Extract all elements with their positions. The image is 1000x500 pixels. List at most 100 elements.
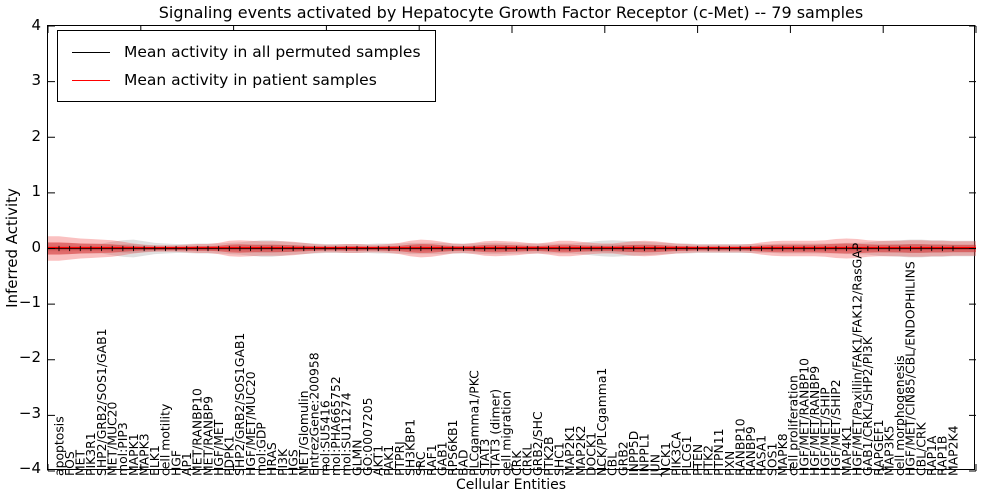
x-tick-label: mol:PIP3 [115,422,130,476]
y-tick-label: 0 [31,237,41,256]
x-tick-label: PLCG1 [679,435,694,476]
x-tick-label: STAT3 (dimer) [488,389,503,476]
x-tick-label: RANBP10 [732,418,747,476]
x-tick-label: mol:SU11274 [339,392,354,476]
x-tick-label: INPP5D [626,431,641,476]
x-tick-label: PAK1 [381,445,396,476]
plot-canvas: apoptosisFOSMETPIK3R1SHP2/GRB2/SOS1/GAB1… [47,25,977,477]
x-tick-label: GRB2/SHC [530,411,545,476]
x-tick-label: MAP2K4 [945,425,960,476]
x-tick-label: RASA1 [754,435,769,476]
x-tick-label: SHP2/GRB2/SOS1GAB1 [232,333,247,476]
x-tick-label: STAT3 [477,439,492,476]
x-tick-label: HGS [285,449,300,476]
x-tick-label: MAPK1 [126,433,141,476]
x-tick-label: HGF/MET/SHIP2 [828,379,843,476]
x-tick-label: MET/RANBP10 [190,388,205,476]
x-tick-label: RPS6KB1 [445,420,460,476]
x-tick-label: cell morphogenesis [892,355,907,476]
x-tick-label: AKT1 [371,445,386,476]
y-tick-label: −1 [18,292,41,311]
x-tick-label: GAB1 [434,442,449,476]
x-tick-label: HGF/MET [211,419,226,476]
x-tick-label: MET/MUC20 [105,401,120,476]
legend-line-patient-icon [72,79,110,81]
x-tick-label: NCK/PLCgamma1 [594,368,609,476]
x-tick-label: NCK1 [658,442,673,476]
legend-label-permuted: Mean activity in all permuted samples [124,43,421,61]
x-tick-label: HGF/MET/CIN85/CBL/ENDOPHILINS [903,261,918,476]
x-tick-label: apoptosis [51,416,66,476]
legend-entry-permuted: Mean activity in all permuted samples [64,38,421,66]
x-tick-label: GO:0007205 [360,398,375,477]
x-tick-label: DOCK1 [583,432,598,476]
x-tick-label: JUN [647,454,662,477]
x-tick-label: mol:GDP [254,422,269,476]
entity-markers [58,245,954,252]
x-tick-label: FOS [62,451,77,476]
x-tick-label: PLCgamma1/PKC [466,370,481,476]
legend-line-permuted-icon [72,51,110,53]
x-tick-label: PTEN [690,444,705,476]
x-tick-label: PIK3R1 [83,432,98,476]
y-tick-label: −2 [18,348,41,367]
y-tick-label: −3 [18,403,41,422]
x-tick-label: cell motility [158,404,173,476]
x-tick-label: SRC [413,451,428,476]
x-tick-label: BAD [456,449,471,476]
x-tick-label: GAB1/CRKL/SHP2/PI3K [860,336,875,476]
x-tick-label: HGF/MET/SHIP [818,387,833,476]
x-tick-label: ELK1 [147,445,162,476]
x-tick-label: HGF/MET/MUC20 [243,371,258,476]
x-tick-label: mol:PHA665752 [328,376,343,476]
y-tick-label: 3 [31,71,41,90]
x-tick-label: HGF [168,450,183,476]
x-tick-label: PI3K [275,448,290,476]
x-tick-label: MAP3K5 [881,425,896,476]
x-tick-label: MET/RANBP9 [200,396,215,476]
x-tick-label: cell migration [498,391,513,476]
y-tick-label: 2 [31,126,41,145]
y-tick-label: 4 [31,16,41,34]
x-tick-label: GRB2 [615,441,630,476]
x-tick-label: MAPK8 [775,433,790,476]
x-tick-label: mol:SU5416 [317,400,332,476]
x-tick-label: PTPN11 [711,428,726,476]
x-tick-label: PIK3CA [669,431,684,476]
x-tick-label: PTPRJ [392,441,407,476]
x-tick-label: MET [73,449,88,476]
x-tick-labels: apoptosisFOSMETPIK3R1SHP2/GRB2/SOS1/GAB1… [51,242,960,477]
x-tick-label: AP1 [179,452,194,476]
y-tick-label: −4 [18,459,41,477]
x-tick-label: SH3KBP1 [403,419,418,476]
y-tick-label: 1 [31,182,41,201]
x-tick-label: HGF/MET/Paxillin/FAK1/FAK12/RasGAP [850,242,865,476]
x-tick-label: HGF/MET/RANBP10 [796,358,811,476]
x-axis-label: Cellular Entities [455,477,567,493]
x-tick-label: MAP2K1 [562,425,577,476]
x-tick-label: GLMN [349,440,364,476]
x-tick-label: MAPK3 [136,433,151,476]
legend-label-patient: Mean activity in patient samples [124,71,377,89]
x-tick-label: HRAS [264,442,279,476]
x-tick-label: MAP4K1 [839,425,854,476]
x-tick-label: PXN [722,451,737,476]
x-tick-label: SOS1 [764,443,779,476]
x-tick-label: cell proliferation [786,375,801,476]
x-tick-label: SHP2/GRB2/SOS1/GAB1 [94,329,109,476]
x-tick-label: RAP1A [924,435,939,476]
x-tick-label: CRKL [520,444,535,476]
x-tick-label: PDPK1 [222,436,237,477]
x-tick-label: SHC1 [552,442,567,476]
legend-entry-patient: Mean activity in patient samples [64,66,421,94]
x-tick-label: MET/Glomulin [296,390,311,476]
x-tick-label: RAF1 [424,444,439,476]
x-tick-label: EntrezGene:200958 [307,352,322,476]
legend: Mean activity in all permuted samples Me… [57,30,436,102]
x-tick-label: RAPGEF1 [871,420,886,477]
x-tick-label: RANBP9 [743,426,758,476]
x-tick-label: PTK2 [701,445,716,476]
x-tick-label: CRK [509,450,524,476]
chart-title: Signaling events activated by Hepatocyte… [158,3,864,22]
